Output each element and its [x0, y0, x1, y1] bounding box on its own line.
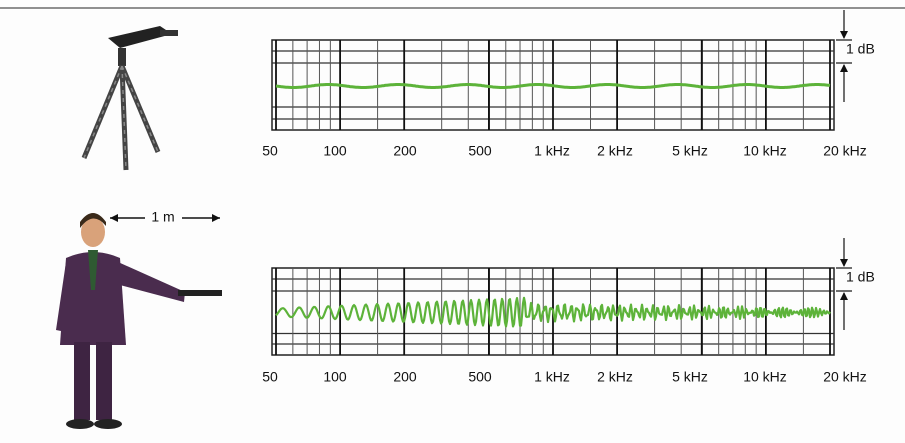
microphone-on-tripod [81, 26, 178, 171]
scale-arrowhead [840, 31, 848, 39]
person-with-microphone [56, 213, 222, 429]
x-tick-label: 1 kHz [534, 143, 570, 159]
x-tick-label: 200 [393, 143, 417, 159]
x-tick-label: 500 [468, 143, 492, 159]
scale-label: 1 dB [846, 269, 875, 285]
x-tick-label: 10 kHz [743, 143, 787, 159]
x-tick-label: 5 kHz [672, 143, 708, 159]
response-curve [275, 296, 831, 328]
x-tick-label: 100 [323, 143, 347, 159]
x-tick-label: 20 kHz [823, 369, 867, 385]
x-tick-label: 2 kHz [597, 369, 633, 385]
x-tick-label: 10 kHz [743, 369, 787, 385]
x-tick-label: 20 kHz [823, 143, 867, 159]
frequency-response-bottom: 50 100 200 500 1 kHz 2 kHz 5 kHz 10 kHz 20 kHz 1 … [262, 238, 875, 385]
frequency-response-top: 50 100 200 500 1 kHz 2 kHz 5 kHz 10 kHz 20 kHz 1 … [262, 10, 875, 159]
scale-arrowhead [840, 259, 848, 267]
scale-label: 1 dB [846, 41, 875, 57]
x-tick-label: 200 [393, 369, 417, 385]
x-tick-label: 50 [262, 143, 278, 159]
x-tick-label: 5 kHz [672, 369, 708, 385]
x-tick-label: 100 [323, 369, 347, 385]
distance-marker: 1 m [110, 209, 220, 225]
x-tick-label: 50 [262, 369, 278, 385]
distance-label: 1 m [151, 209, 174, 225]
x-tick-label: 2 kHz [597, 143, 633, 159]
x-tick-label: 1 kHz [534, 369, 570, 385]
scale-arrowhead [840, 292, 848, 300]
scale-arrowhead [840, 64, 848, 72]
x-tick-label: 500 [468, 369, 492, 385]
response-curve [275, 83, 831, 89]
